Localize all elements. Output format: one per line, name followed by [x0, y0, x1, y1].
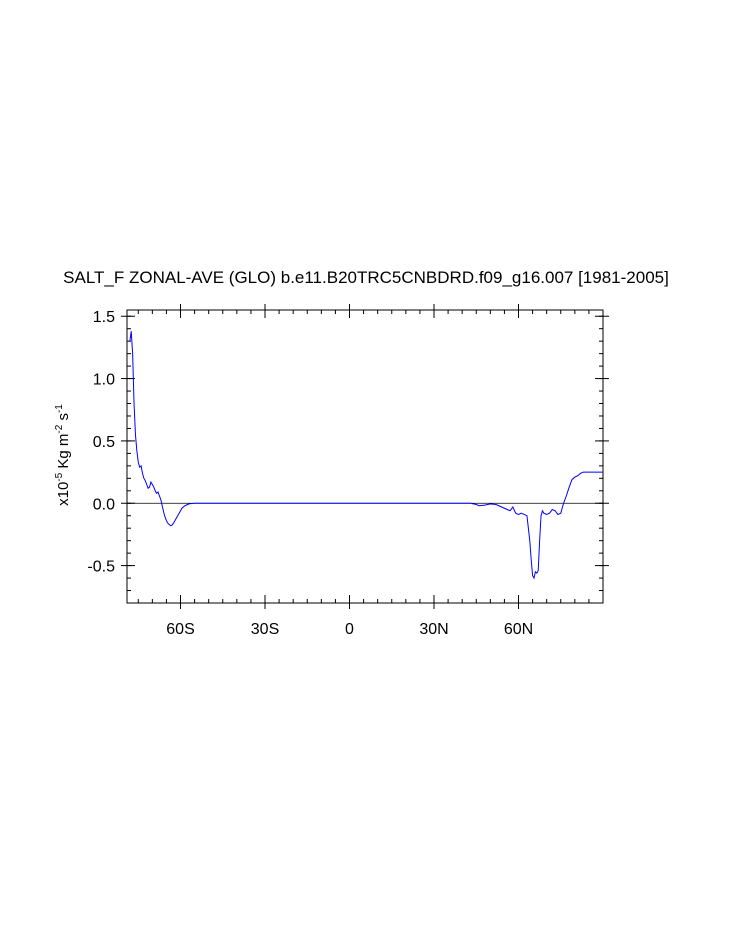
y-axis-label: x10-5 Kg m-2 s-1 — [54, 404, 72, 506]
y-tick-label: 1.0 — [93, 372, 115, 389]
y-tick-label: 0.5 — [93, 434, 115, 451]
y-tick-label: 1.5 — [93, 309, 115, 326]
svg-text:x10-5 Kg m-2 s-1: x10-5 Kg m-2 s-1 — [54, 404, 72, 506]
x-tick-label: 60N — [504, 621, 533, 638]
chart-title: SALT_F ZONAL-AVE (GLO) b.e11.B20TRC5CNBD… — [63, 268, 669, 287]
y-tick-label: -0.5 — [87, 559, 115, 576]
plot-frame — [126, 309, 604, 604]
y-tick-label: 0.0 — [93, 496, 115, 513]
x-tick-label: 0 — [345, 621, 354, 638]
series-line — [129, 331, 603, 580]
x-tick-label: 60S — [166, 621, 194, 638]
x-tick-label: 30N — [419, 621, 448, 638]
x-tick-label: 30S — [251, 621, 279, 638]
plot-area: 1.5 1.0 0.5 0.0 -0.5 60S 30S 0 30N 60N — [87, 304, 609, 638]
